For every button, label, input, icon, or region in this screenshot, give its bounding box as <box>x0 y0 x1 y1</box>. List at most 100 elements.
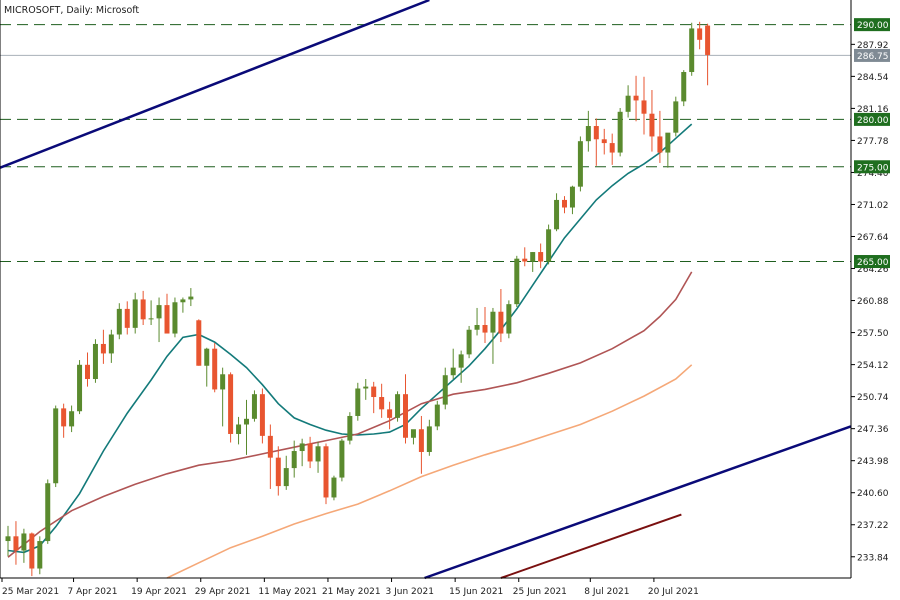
candle[interactable] <box>37 536 43 575</box>
candle[interactable] <box>53 405 59 488</box>
candle[interactable] <box>657 110 663 163</box>
candle[interactable] <box>514 255 520 308</box>
candle[interactable] <box>577 136 583 192</box>
candle[interactable] <box>188 288 194 307</box>
candle[interactable] <box>315 441 321 473</box>
candle[interactable] <box>156 297 162 343</box>
candle[interactable] <box>609 133 615 165</box>
candle[interactable] <box>69 405 75 433</box>
candle[interactable] <box>625 85 631 118</box>
candle[interactable] <box>116 303 122 340</box>
candle[interactable] <box>196 319 202 366</box>
candle[interactable] <box>61 403 67 438</box>
candle[interactable] <box>339 438 345 482</box>
candle[interactable] <box>506 300 512 339</box>
candle[interactable] <box>641 76 647 135</box>
candle[interactable] <box>522 247 528 267</box>
candle[interactable] <box>5 525 11 557</box>
candle[interactable] <box>124 301 130 335</box>
candle[interactable] <box>530 252 536 272</box>
candle[interactable] <box>29 532 35 577</box>
candle[interactable] <box>140 290 146 326</box>
candle[interactable] <box>681 70 687 107</box>
candle[interactable] <box>601 128 607 155</box>
candle[interactable] <box>180 297 186 313</box>
candle[interactable] <box>410 429 416 445</box>
candle[interactable] <box>466 325 472 359</box>
x-tick-label: 21 May 2021 <box>322 587 381 597</box>
candle[interactable] <box>426 419 432 456</box>
candle[interactable] <box>236 416 242 445</box>
candle[interactable] <box>697 21 703 50</box>
candle[interactable] <box>585 110 591 152</box>
candle[interactable] <box>490 307 496 364</box>
candle[interactable] <box>474 307 480 336</box>
candle[interactable] <box>85 352 90 387</box>
candle[interactable] <box>593 118 599 166</box>
ma-long-line[interactable] <box>166 364 693 579</box>
candle[interactable] <box>649 90 655 152</box>
candle[interactable] <box>228 372 234 443</box>
candle[interactable] <box>418 415 424 474</box>
lower-trend-line[interactable] <box>424 425 852 580</box>
candle[interactable] <box>633 75 639 122</box>
candle[interactable] <box>403 374 408 444</box>
candle[interactable] <box>307 436 313 469</box>
candle[interactable] <box>275 446 281 496</box>
candle[interactable] <box>554 193 560 232</box>
candle[interactable] <box>212 343 218 393</box>
candle[interactable] <box>148 300 154 326</box>
candle[interactable] <box>13 521 19 565</box>
candle-body <box>569 186 575 208</box>
candle[interactable] <box>379 383 385 418</box>
candle[interactable] <box>45 479 51 544</box>
candle[interactable] <box>92 339 98 383</box>
candle[interactable] <box>100 329 106 364</box>
candle[interactable] <box>244 399 249 455</box>
dark-trend-line[interactable] <box>500 513 682 579</box>
candle[interactable] <box>363 379 369 400</box>
upper-trend-line[interactable] <box>0 0 430 169</box>
candle[interactable] <box>108 329 114 363</box>
candle[interactable] <box>132 292 138 334</box>
candle[interactable] <box>164 293 170 334</box>
candle[interactable] <box>569 185 575 215</box>
candle[interactable] <box>220 367 226 427</box>
current-price-badge: 286.75 <box>854 48 890 62</box>
candle[interactable] <box>665 132 671 168</box>
candle[interactable] <box>434 400 440 431</box>
candle[interactable] <box>387 401 393 430</box>
candle[interactable] <box>617 108 623 157</box>
candle[interactable] <box>673 96 679 137</box>
candle[interactable] <box>283 455 289 490</box>
candle[interactable] <box>705 23 711 86</box>
candle[interactable] <box>355 382 361 421</box>
candle[interactable] <box>323 443 329 505</box>
candle[interactable] <box>77 360 83 415</box>
candle[interactable] <box>267 424 273 489</box>
candle[interactable] <box>291 440 297 478</box>
candle[interactable] <box>498 289 504 343</box>
candle[interactable] <box>538 243 544 269</box>
candle[interactable] <box>259 388 265 444</box>
candle[interactable] <box>251 390 257 422</box>
ma-mid-line[interactable] <box>7 271 693 558</box>
candle[interactable] <box>689 22 695 76</box>
candle[interactable] <box>458 350 464 383</box>
candle[interactable] <box>331 475 337 501</box>
candle[interactable] <box>347 412 353 445</box>
candle[interactable] <box>562 196 567 214</box>
candle[interactable] <box>371 381 377 414</box>
candle[interactable] <box>172 297 178 338</box>
candle[interactable] <box>395 391 401 422</box>
candle[interactable] <box>482 307 488 344</box>
candle[interactable] <box>204 347 210 387</box>
candle[interactable] <box>442 367 448 410</box>
candle[interactable] <box>21 528 27 563</box>
candle[interactable] <box>450 348 456 380</box>
candle[interactable] <box>299 438 305 467</box>
ma-short-line[interactable] <box>7 123 693 554</box>
candle[interactable] <box>546 224 552 265</box>
